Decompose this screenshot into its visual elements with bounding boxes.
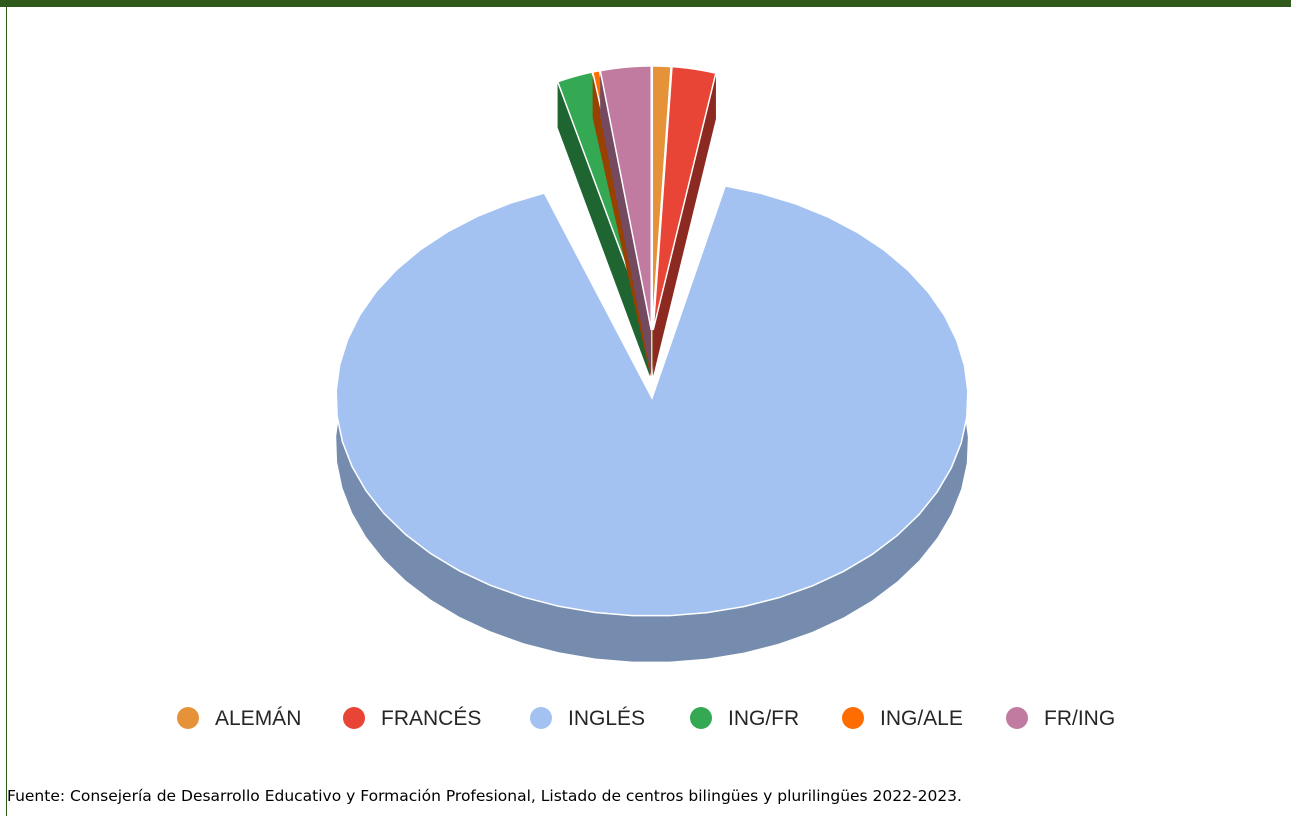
pie-slice-face-a-3 xyxy=(557,81,650,376)
legend-item-4: ING/ALE xyxy=(842,707,963,730)
pie-slice-top-0 xyxy=(651,65,672,331)
legend-label-1: FRANCÉS xyxy=(381,707,481,730)
pie-slice-top-2 xyxy=(335,185,969,617)
legend-item-5: FR/ING xyxy=(1006,707,1115,730)
legend-swatch-5 xyxy=(1006,707,1028,729)
pie-slice-face-a-5 xyxy=(600,70,652,377)
top-border-bar xyxy=(0,0,1291,7)
legend-item-0: ALEMÁN xyxy=(177,707,301,730)
pie-slice-1 xyxy=(652,65,717,377)
chart-legend: ALEMÁN FRANCÉS INGLÉS ING/FR ING/ALE FR/ING xyxy=(177,707,1115,730)
legend-swatch-2 xyxy=(530,707,552,729)
legend-label-0: ALEMÁN xyxy=(215,707,301,730)
pie-slice-top-1 xyxy=(652,65,717,331)
legend-item-1: FRANCÉS xyxy=(343,707,481,730)
pie-slice-face-b-1 xyxy=(653,73,716,377)
pie-slices-group xyxy=(335,65,969,662)
legend-swatch-3 xyxy=(690,707,712,729)
legend-swatch-1 xyxy=(343,707,365,729)
legend-swatch-4 xyxy=(842,707,864,729)
legend-item-2: INGLÉS xyxy=(530,707,645,730)
source-note: Fuente: Consejería de Desarrollo Educati… xyxy=(7,787,962,805)
legend-label-4: ING/ALE xyxy=(880,707,963,730)
pie-slice-2 xyxy=(335,185,969,662)
pie-slice-top-5 xyxy=(599,65,652,331)
pie-slice-5 xyxy=(599,65,652,377)
legend-item-3: ING/FR xyxy=(690,707,799,730)
legend-label-2: INGLÉS xyxy=(568,707,645,730)
legend-label-5: FR/ING xyxy=(1044,707,1115,730)
legend-label-3: ING/FR xyxy=(728,707,799,730)
left-border-line xyxy=(6,0,7,816)
pie-chart: ALEMÁN FRANCÉS INGLÉS ING/FR ING/ALE FR/ING xyxy=(177,65,1115,730)
legend-swatch-0 xyxy=(177,707,199,729)
